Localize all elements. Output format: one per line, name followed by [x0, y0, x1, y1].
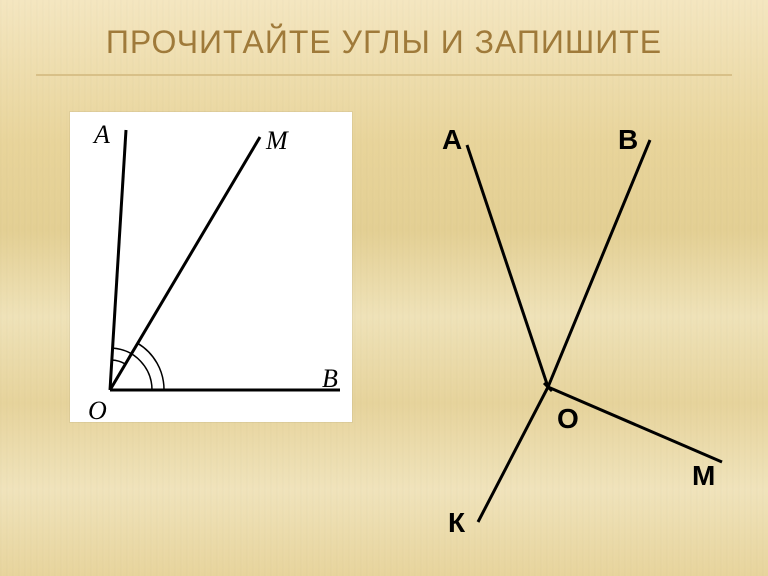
ray-OA [110, 130, 126, 390]
label-B-right: В [618, 124, 638, 156]
left-figure-svg [70, 112, 352, 422]
slide-stage: ПРОЧИТАЙТЕ УГЛЫ И ЗАПИШИТЕ [0, 0, 768, 576]
label-M-right: М [692, 460, 715, 492]
label-M-left: M [266, 126, 288, 156]
right-figure-rays [467, 140, 722, 522]
label-B-left: B [322, 364, 338, 394]
label-O-right: О [557, 403, 579, 435]
ray-OA-right [467, 145, 548, 387]
left-figure-rays [110, 130, 340, 390]
angle-arcs [112, 343, 164, 390]
title-underline [36, 74, 732, 76]
label-O-left: O [88, 396, 107, 426]
right-figure-box: А В М К О [370, 112, 750, 542]
arc-AM [112, 360, 126, 364]
ray-OM [110, 137, 260, 390]
ray-OB-right [548, 140, 650, 387]
label-A-left: A [94, 120, 110, 150]
label-A-right: А [442, 124, 462, 156]
arc-AB [113, 348, 152, 390]
page-title: ПРОЧИТАЙТЕ УГЛЫ И ЗАПИШИТЕ [0, 24, 768, 61]
left-figure-box: A M B O [70, 112, 352, 422]
label-K-right: К [448, 507, 465, 539]
ray-OK-right [478, 387, 548, 522]
